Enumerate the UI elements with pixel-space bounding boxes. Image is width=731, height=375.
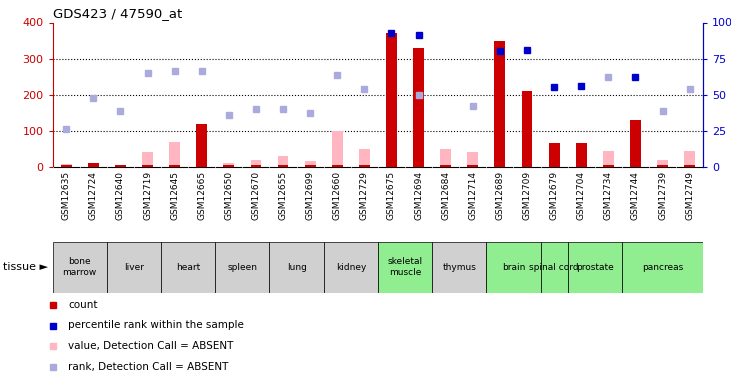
- Text: GSM12709: GSM12709: [523, 171, 531, 220]
- Text: GSM12665: GSM12665: [197, 171, 206, 220]
- Text: GSM12744: GSM12744: [631, 171, 640, 219]
- Bar: [440, 149, 451, 167]
- Bar: [622, 242, 703, 292]
- Text: GSM12650: GSM12650: [224, 171, 233, 220]
- Bar: [576, 143, 587, 167]
- Text: GSM12670: GSM12670: [251, 171, 260, 220]
- Text: liver: liver: [124, 262, 144, 272]
- Bar: [169, 165, 180, 167]
- Bar: [142, 153, 153, 167]
- Text: spleen: spleen: [227, 262, 257, 272]
- Text: skeletal
muscle: skeletal muscle: [387, 258, 423, 277]
- Bar: [197, 124, 207, 167]
- Bar: [332, 131, 343, 167]
- Bar: [115, 165, 126, 167]
- Text: GSM12704: GSM12704: [577, 171, 586, 220]
- Bar: [467, 153, 478, 167]
- Text: kidney: kidney: [336, 262, 366, 272]
- Text: bone
marrow: bone marrow: [63, 258, 97, 277]
- Bar: [88, 162, 99, 167]
- Text: prostate: prostate: [576, 262, 613, 272]
- Text: GSM12635: GSM12635: [61, 171, 71, 220]
- Bar: [603, 165, 614, 167]
- Bar: [107, 242, 161, 292]
- Text: GDS423 / 47590_at: GDS423 / 47590_at: [53, 7, 182, 20]
- Text: GSM12734: GSM12734: [604, 171, 613, 220]
- Text: GSM12660: GSM12660: [333, 171, 342, 220]
- Text: lung: lung: [287, 262, 306, 272]
- Text: GSM12724: GSM12724: [88, 171, 98, 219]
- Bar: [467, 165, 478, 167]
- Bar: [486, 242, 540, 292]
- Bar: [61, 165, 72, 167]
- Bar: [549, 143, 559, 167]
- Text: brain: brain: [501, 262, 525, 272]
- Bar: [305, 165, 316, 167]
- Text: spinal cord: spinal cord: [529, 262, 579, 272]
- Bar: [603, 151, 614, 167]
- Text: GSM12699: GSM12699: [306, 171, 314, 220]
- Text: pancreas: pancreas: [642, 262, 683, 272]
- Bar: [278, 165, 289, 167]
- Text: GSM12684: GSM12684: [442, 171, 450, 220]
- Bar: [161, 242, 216, 292]
- Bar: [657, 165, 668, 167]
- Text: tissue ►: tissue ►: [3, 262, 48, 272]
- Bar: [378, 242, 432, 292]
- Bar: [88, 163, 99, 167]
- Text: GSM12675: GSM12675: [387, 171, 396, 220]
- Text: GSM12679: GSM12679: [550, 171, 558, 220]
- Bar: [630, 120, 641, 167]
- Bar: [359, 149, 370, 167]
- Bar: [251, 160, 262, 167]
- Text: GSM12655: GSM12655: [279, 171, 287, 220]
- Bar: [324, 242, 378, 292]
- Bar: [61, 164, 72, 167]
- Text: GSM12694: GSM12694: [414, 171, 423, 220]
- Bar: [216, 242, 270, 292]
- Bar: [224, 162, 234, 167]
- Bar: [53, 242, 107, 292]
- Text: value, Detection Call = ABSENT: value, Detection Call = ABSENT: [69, 341, 234, 351]
- Text: GSM12719: GSM12719: [143, 171, 152, 220]
- Bar: [169, 142, 180, 167]
- Text: GSM12729: GSM12729: [360, 171, 369, 220]
- Bar: [541, 242, 568, 292]
- Bar: [568, 242, 622, 292]
- Bar: [251, 165, 262, 167]
- Bar: [432, 242, 486, 292]
- Bar: [684, 151, 695, 167]
- Text: GSM12640: GSM12640: [116, 171, 125, 220]
- Bar: [142, 165, 153, 167]
- Bar: [386, 33, 397, 167]
- Text: GSM12645: GSM12645: [170, 171, 179, 220]
- Text: GSM12714: GSM12714: [469, 171, 477, 220]
- Bar: [278, 156, 289, 167]
- Text: rank, Detection Call = ABSENT: rank, Detection Call = ABSENT: [69, 362, 229, 372]
- Bar: [657, 160, 668, 167]
- Bar: [359, 165, 370, 167]
- Bar: [224, 165, 234, 167]
- Bar: [270, 242, 324, 292]
- Text: GSM12739: GSM12739: [658, 171, 667, 220]
- Bar: [305, 162, 316, 167]
- Text: heart: heart: [176, 262, 200, 272]
- Text: count: count: [69, 300, 98, 310]
- Bar: [413, 48, 424, 167]
- Text: thymus: thymus: [442, 262, 476, 272]
- Text: GSM12689: GSM12689: [496, 171, 504, 220]
- Bar: [494, 40, 505, 167]
- Bar: [332, 165, 343, 167]
- Bar: [684, 165, 695, 167]
- Text: percentile rank within the sample: percentile rank within the sample: [69, 321, 244, 330]
- Bar: [440, 165, 451, 167]
- Bar: [522, 91, 532, 167]
- Bar: [115, 165, 126, 167]
- Text: GSM12749: GSM12749: [685, 171, 694, 220]
